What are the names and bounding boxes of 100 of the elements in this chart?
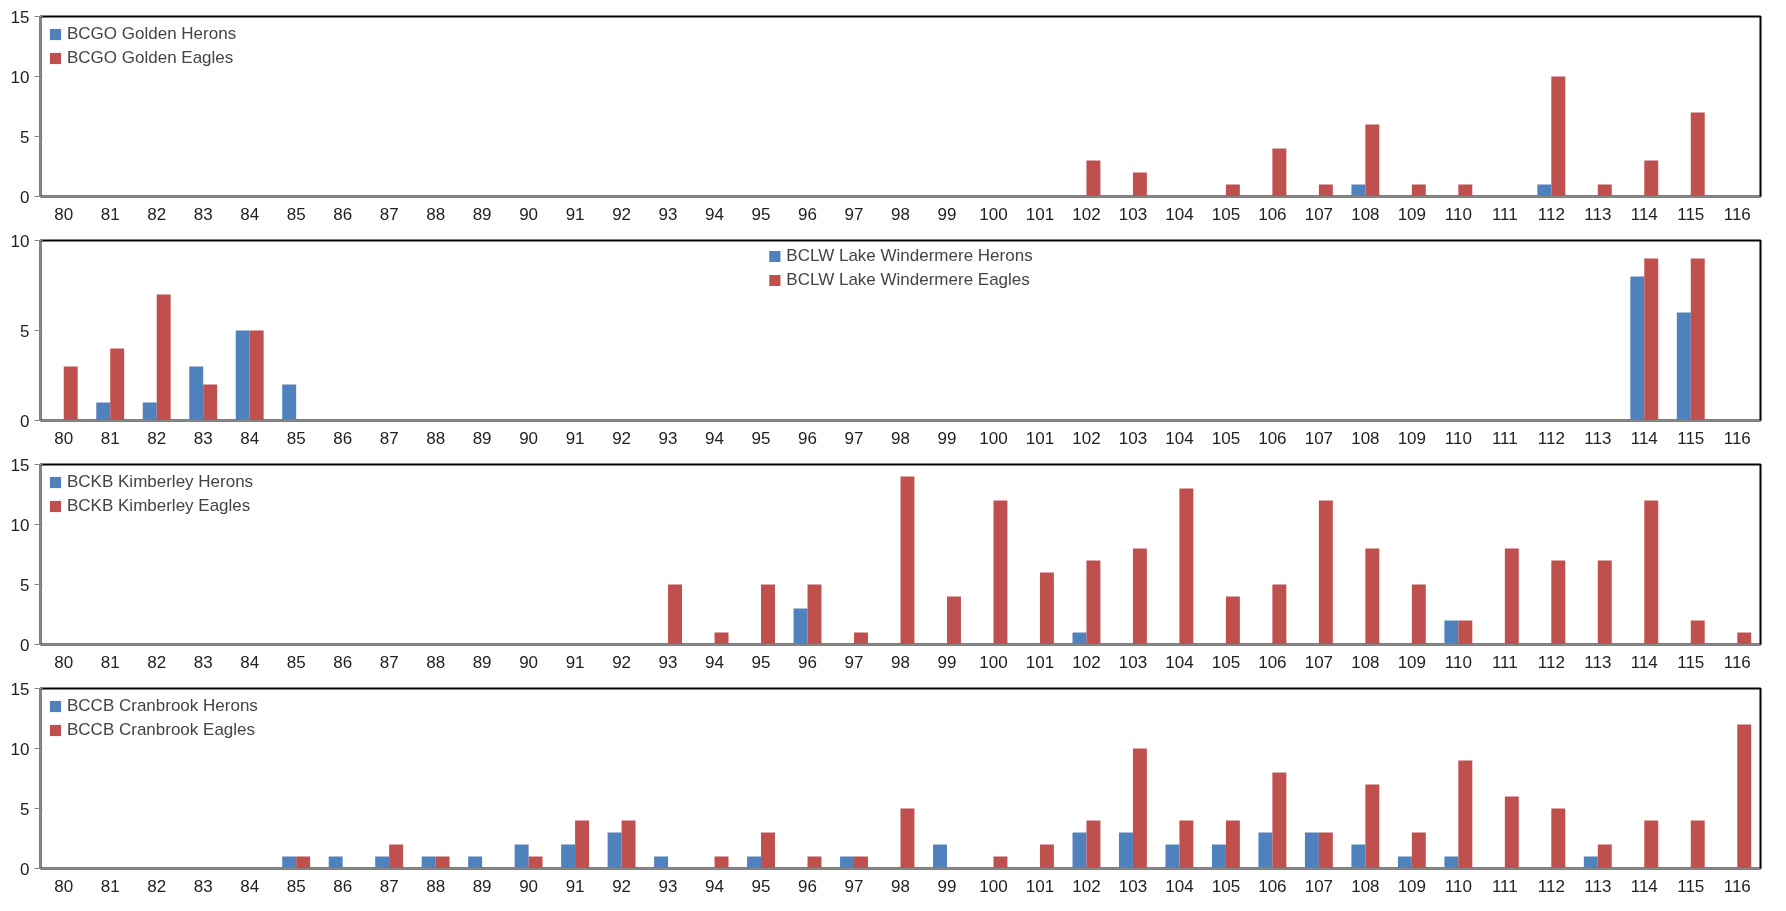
x-tick-label: 110 <box>1444 204 1472 224</box>
x-tick-label: 108 <box>1351 652 1380 672</box>
x-tick-label: 113 <box>1584 876 1612 896</box>
y-tick-label: 0 <box>20 411 30 431</box>
bar <box>714 632 729 645</box>
bar <box>1318 500 1333 645</box>
x-tick-label: 98 <box>891 204 910 224</box>
x-tick-label: 95 <box>751 428 771 448</box>
x-tick-label: 105 <box>1211 876 1241 896</box>
x-tick-label: 107 <box>1304 876 1334 896</box>
bar <box>96 402 111 421</box>
y-tick-label: 5 <box>20 799 30 819</box>
x-tick-label: 114 <box>1630 428 1658 448</box>
y-tick-label: 10 <box>10 231 30 251</box>
x-tick-label: 80 <box>54 428 74 448</box>
x-tick-label: 96 <box>798 204 817 224</box>
bar <box>1086 820 1101 869</box>
legend-label: BCGO Golden Eagles <box>67 48 234 68</box>
x-tick-label: 115 <box>1677 428 1705 448</box>
bar <box>110 348 125 421</box>
bar <box>1411 584 1426 645</box>
bar <box>793 608 808 645</box>
x-tick-label: 83 <box>193 428 213 448</box>
x-tick-label: 103 <box>1118 428 1148 448</box>
x-tick-label: 111 <box>1491 428 1518 448</box>
x-tick-label: 98 <box>891 652 910 672</box>
bar <box>1551 76 1566 197</box>
x-tick-label: 98 <box>891 428 910 448</box>
x-tick-label: 103 <box>1118 652 1148 672</box>
x-tick-label: 106 <box>1258 204 1287 224</box>
x-tick-label: 113 <box>1584 204 1612 224</box>
bar <box>993 856 1008 869</box>
x-tick-label: 112 <box>1537 876 1565 896</box>
x-tick-label: 85 <box>286 876 306 896</box>
x-tick-label: 107 <box>1304 204 1334 224</box>
x-tick-label: 102 <box>1072 204 1101 224</box>
x-tick-label: 92 <box>612 652 632 672</box>
bar <box>621 820 636 869</box>
bar <box>1644 258 1659 421</box>
x-tick-label: 85 <box>286 652 306 672</box>
bar <box>235 330 250 421</box>
bar <box>1537 184 1552 197</box>
y-tick-label: 0 <box>20 187 30 207</box>
bar <box>1258 832 1273 869</box>
x-tick-label: 109 <box>1397 204 1427 224</box>
x-tick-label: 91 <box>565 204 585 224</box>
x-tick-label: 80 <box>54 876 74 896</box>
bar <box>854 632 868 645</box>
x-tick-label: 91 <box>565 652 585 672</box>
bar <box>654 856 669 869</box>
bar <box>1039 572 1054 645</box>
bar <box>1644 160 1659 197</box>
bar <box>189 366 204 421</box>
x-tick-label: 85 <box>286 428 306 448</box>
bar <box>63 366 78 421</box>
x-tick-label: 96 <box>798 876 817 896</box>
x-tick-label: 109 <box>1397 876 1427 896</box>
legend-label: BCKB Kimberley Eagles <box>67 496 251 516</box>
x-tick-label: 88 <box>426 652 446 672</box>
x-tick-label: 90 <box>519 428 539 448</box>
x-tick-label: 115 <box>1677 204 1705 224</box>
bar <box>1365 784 1380 869</box>
x-tick-label: 90 <box>519 204 539 224</box>
x-tick-label: 93 <box>658 876 678 896</box>
x-tick-label: 112 <box>1537 428 1565 448</box>
legend-label: BCLW Lake Windermere Herons <box>786 246 1033 266</box>
x-tick-label: 88 <box>426 876 446 896</box>
bar <box>1583 856 1598 869</box>
x-tick-label: 108 <box>1351 876 1380 896</box>
x-tick-label: 84 <box>240 204 260 224</box>
x-tick-label: 105 <box>1211 652 1241 672</box>
x-tick-label: 116 <box>1723 876 1751 896</box>
x-tick-label: 107 <box>1304 652 1334 672</box>
bar <box>1737 724 1752 869</box>
x-tick-label: 87 <box>379 876 399 896</box>
bar <box>282 384 297 421</box>
x-tick-label: 114 <box>1630 876 1658 896</box>
bar <box>747 856 762 869</box>
x-tick-label: 83 <box>193 876 213 896</box>
x-tick-label: 95 <box>751 876 771 896</box>
x-tick-label: 107 <box>1304 428 1334 448</box>
bar <box>282 856 297 869</box>
x-tick-label: 101 <box>1025 652 1055 672</box>
x-tick-label: 95 <box>751 652 771 672</box>
x-tick-label: 101 <box>1025 428 1055 448</box>
bar <box>1318 832 1333 869</box>
x-tick-label: 90 <box>519 876 539 896</box>
bar <box>1225 184 1240 197</box>
x-tick-label: 115 <box>1677 876 1705 896</box>
bar <box>1272 772 1287 869</box>
x-tick-label: 106 <box>1258 428 1287 448</box>
bar <box>1132 748 1147 869</box>
bar <box>1504 548 1519 645</box>
bar <box>1411 184 1426 197</box>
y-tick-label: 15 <box>10 455 30 475</box>
x-tick-label: 103 <box>1118 204 1148 224</box>
bar <box>1597 184 1612 197</box>
bar <box>607 832 622 869</box>
x-tick-label: 93 <box>658 652 678 672</box>
y-tick-label: 5 <box>20 575 30 595</box>
